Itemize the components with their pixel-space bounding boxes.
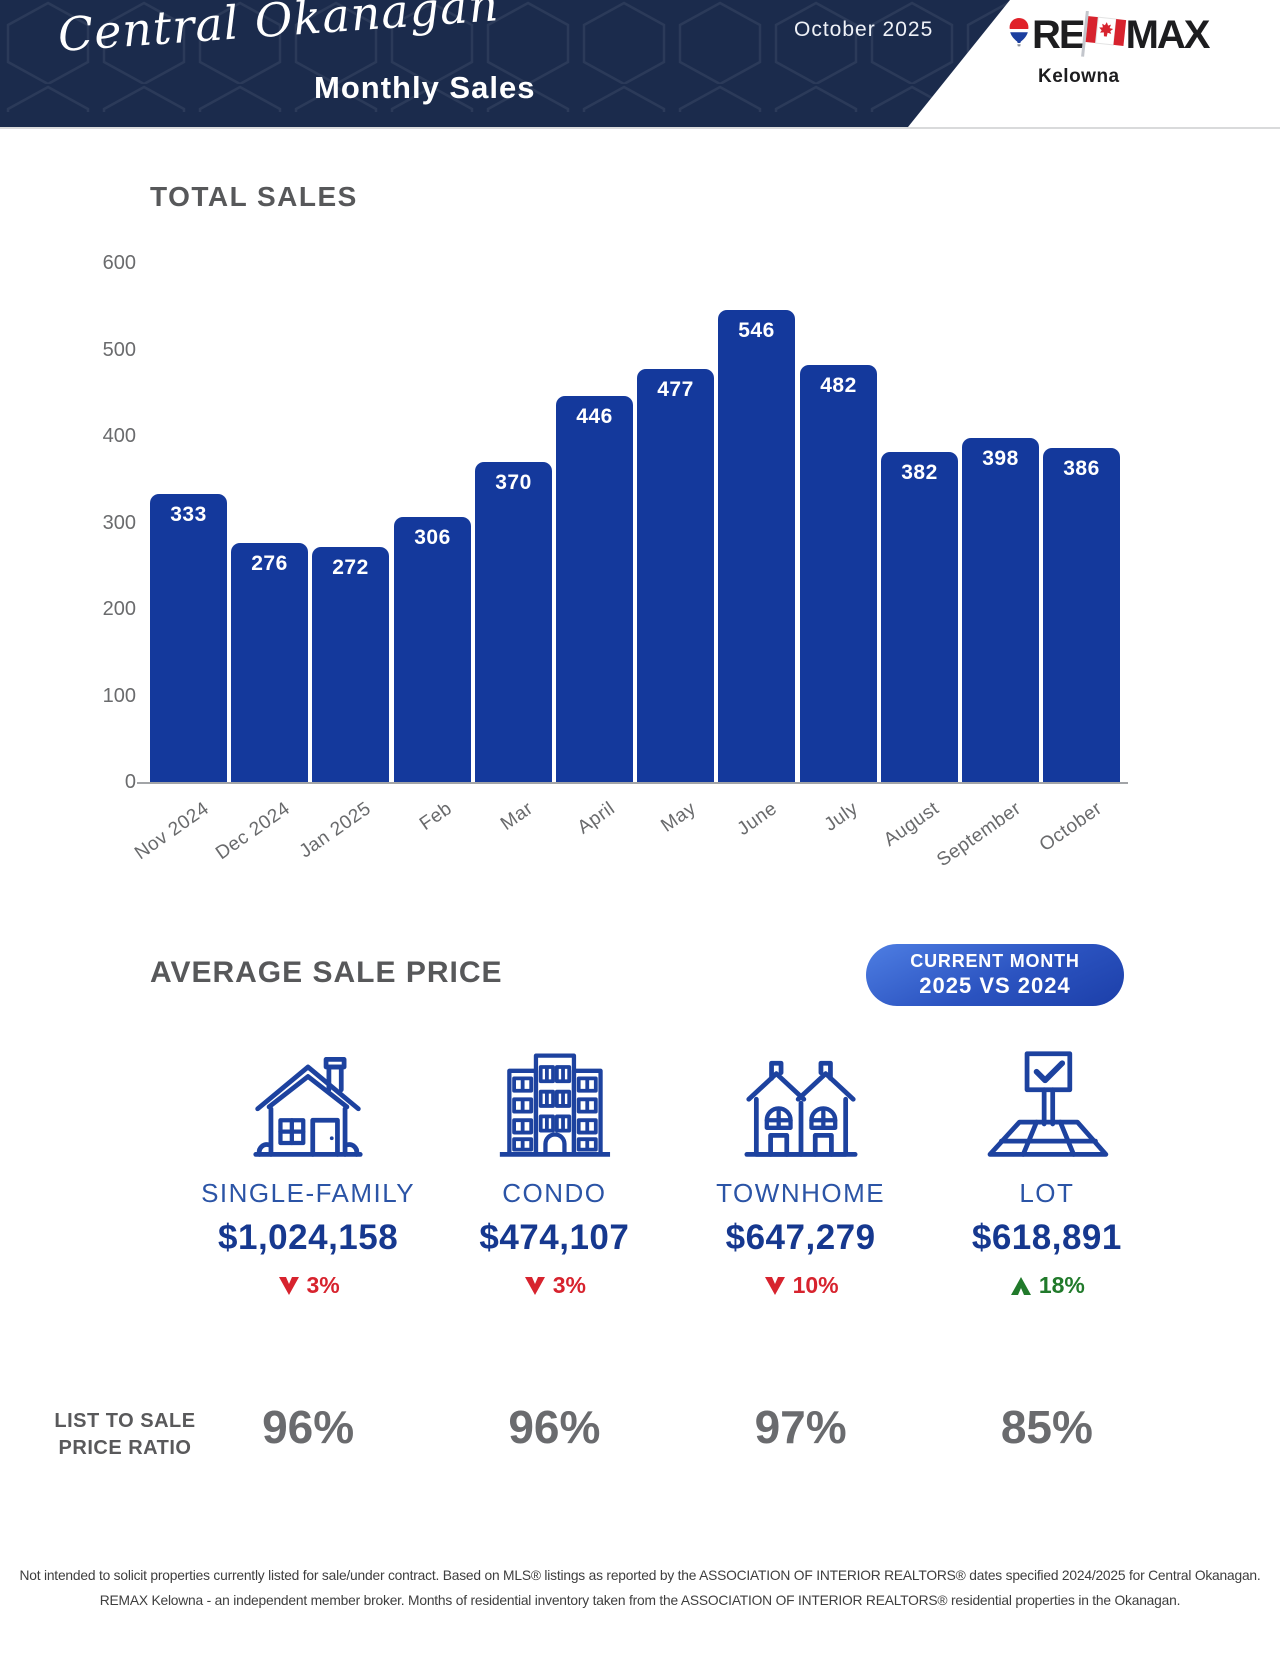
y-axis-tick: 100	[102, 684, 136, 707]
category-single-family: SINGLE-FAMILY $1,024,158 3%	[185, 1046, 431, 1299]
category-townhome: TOWNHOME $647,279 10%	[678, 1046, 924, 1299]
down-arrow-icon	[278, 1276, 299, 1295]
bar-value-label: 276	[251, 552, 288, 575]
category-change-down: 3%	[523, 1272, 586, 1299]
y-axis-tick: 0	[124, 771, 136, 793]
price-columns: SINGLE-FAMILY $1,024,158 3% CONDO $474,107 3%…	[185, 1046, 1170, 1299]
ratio-label-line-2: PRICE RATIO	[58, 1437, 192, 1459]
bar-value-label: 446	[576, 405, 613, 428]
category-change-up: 18%	[1009, 1272, 1085, 1299]
disclaimer-line-1: Not intended to solicit properties curre…	[19, 1568, 1261, 1583]
up-arrow-icon	[1010, 1276, 1031, 1295]
change-percent: 3%	[552, 1272, 586, 1298]
x-axis-label: Feb	[415, 798, 457, 835]
ratio-label: LIST TO SALE PRICE RATIO	[40, 1408, 210, 1462]
ratio-values: 96% 96% 97% 85%	[185, 1400, 1170, 1454]
change-percent: 10%	[792, 1272, 839, 1298]
bar-feb: 306	[394, 517, 471, 782]
bar-may: 477	[637, 369, 714, 782]
category-lot: LOT $618,891 18%	[924, 1046, 1170, 1299]
change-percent: 18%	[1038, 1272, 1085, 1298]
bar-mar: 370	[475, 462, 552, 782]
category-label: SINGLE-FAMILY	[201, 1178, 416, 1208]
header: Central Okanagan Monthly Sales October 2…	[0, 0, 1280, 129]
category-price: $1,024,158	[218, 1218, 399, 1257]
bar-april: 446	[556, 396, 633, 782]
ratio-value: 85%	[1000, 1401, 1093, 1453]
logo-text-max: MAX	[1125, 13, 1211, 57]
footer-disclaimer: Not intended to solicit properties curre…	[0, 1563, 1280, 1613]
category-label: CONDO	[502, 1178, 607, 1208]
remax-logo: RE MAX Kelowna	[1008, 10, 1248, 88]
bar-value-label: 272	[332, 556, 369, 579]
ratio-value: 97%	[754, 1401, 847, 1453]
canada-flag-icon	[1076, 10, 1133, 66]
category-price: $474,107	[479, 1218, 630, 1257]
bar-value-label: 398	[982, 447, 1019, 470]
change-percent: 3%	[306, 1272, 340, 1298]
logo-office-name: Kelowna	[1038, 66, 1120, 87]
total-sales-title: TOTAL SALES	[150, 181, 358, 212]
ratio-value: 96%	[262, 1401, 355, 1453]
single-family-house-icon	[232, 1046, 384, 1162]
bar-value-label: 386	[1063, 457, 1100, 480]
hexagon-pattern	[0, 0, 1010, 112]
bar-value-label: 333	[170, 503, 207, 526]
bar-july: 482	[800, 365, 877, 782]
average-sale-price-title: AVERAGE SALE PRICE	[150, 956, 503, 989]
lot-sign-icon	[971, 1046, 1123, 1162]
total-sales-chart: 0 100 200 300 400 500 600 333 Nov 2024 276 Dec 202…	[0, 240, 1280, 890]
bar-value-label: 546	[738, 319, 775, 342]
bar-jan-2025: 272	[312, 547, 389, 782]
bar-value-label: 306	[414, 526, 451, 549]
bar-august: 382	[881, 452, 958, 782]
report-date: October 2025	[794, 18, 934, 41]
x-axis-line	[137, 782, 1128, 784]
remax-wordmark: RE MAX	[1008, 10, 1248, 65]
y-axis-tick: 200	[102, 598, 136, 620]
bar-dec-2024: 276	[231, 543, 308, 782]
y-axis-tick: 500	[102, 338, 136, 361]
badge-line-1: CURRENT MONTH	[910, 951, 1080, 971]
category-label: LOT	[1019, 1178, 1075, 1208]
y-axis-tick: 400	[102, 425, 136, 447]
page-title: Monthly Sales	[314, 70, 536, 105]
bar-nov-2024: 333	[150, 494, 227, 782]
y-axis-tick: 600	[102, 252, 136, 274]
townhome-icon	[725, 1046, 877, 1162]
header-navy-band	[0, 0, 1010, 127]
category-price: $618,891	[971, 1218, 1122, 1257]
x-axis-label: Jan 2025	[295, 798, 376, 863]
bar-october: 386	[1043, 448, 1120, 782]
bar-june: 546	[718, 310, 795, 782]
comparison-badge: CURRENT MONTH 2025 VS 2024	[866, 944, 1124, 1006]
disclaimer-line-2: REMAX Kelowna - an independent member br…	[99, 1593, 1181, 1608]
bar-value-label: 370	[495, 471, 532, 494]
badge-line-2: 2025 VS 2024	[919, 973, 1071, 998]
category-change-down: 10%	[763, 1272, 839, 1299]
condo-building-icon	[478, 1046, 630, 1162]
category-condo: CONDO $474,107 3%	[431, 1046, 677, 1299]
bar-value-label: 482	[820, 374, 857, 397]
bar-september: 398	[962, 438, 1039, 782]
category-label: TOWNHOME	[716, 1178, 886, 1208]
category-change-down: 3%	[277, 1272, 340, 1299]
remax-balloon-icon	[1008, 17, 1030, 52]
category-price: $647,279	[725, 1218, 876, 1257]
down-arrow-icon	[764, 1276, 785, 1295]
y-axis-tick: 300	[102, 511, 136, 534]
down-arrow-icon	[524, 1276, 545, 1295]
ratio-value: 96%	[508, 1401, 601, 1453]
bar-value-label: 382	[901, 461, 938, 484]
logo-text-re: RE	[1032, 13, 1086, 57]
ratio-label-line-1: LIST TO SALE	[54, 1410, 196, 1432]
bar-value-label: 477	[657, 378, 694, 401]
